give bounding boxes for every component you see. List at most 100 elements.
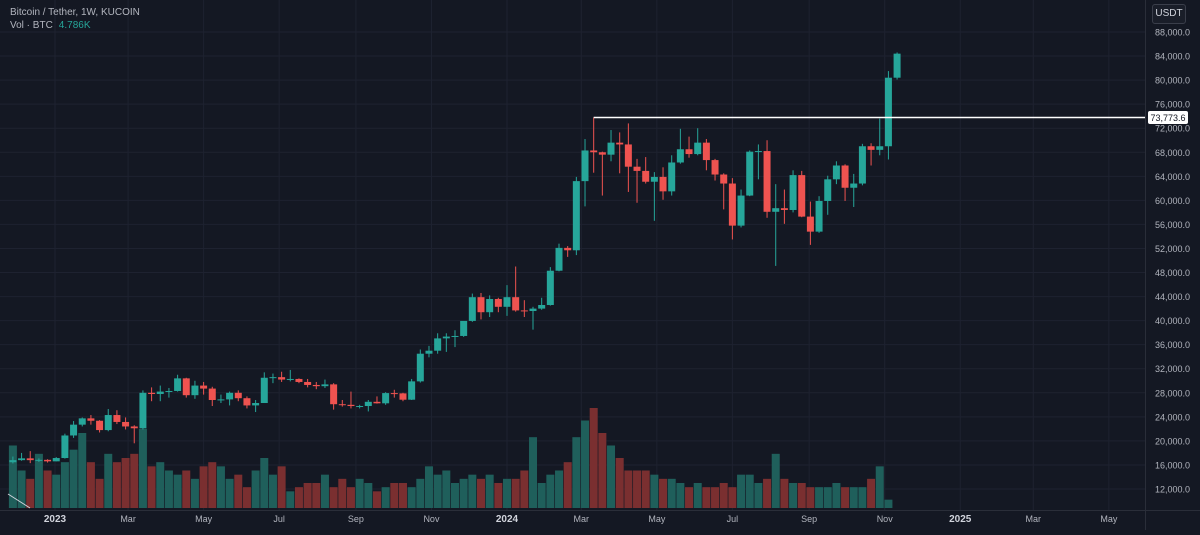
y-tick-label: 28,000.0 <box>1155 388 1190 398</box>
volume-bar <box>138 428 147 508</box>
volume-bar <box>780 478 789 508</box>
volume-bar <box>112 462 121 508</box>
candle-body <box>390 393 398 395</box>
volume-bar <box>329 487 338 508</box>
candle-body <box>399 393 407 400</box>
volume-bar <box>190 478 199 508</box>
volume-bar <box>581 420 590 508</box>
volume-bar <box>858 487 867 508</box>
candle-body <box>35 459 43 461</box>
x-tick-label: Nov <box>877 514 894 524</box>
x-tick-label: Jul <box>727 514 739 524</box>
volume-bar <box>555 470 564 508</box>
candle-body <box>832 165 840 180</box>
volume-bar <box>650 474 659 508</box>
candle-body <box>468 297 476 321</box>
candle-body <box>512 297 520 311</box>
volume-bar <box>95 478 104 508</box>
volume-bar <box>771 453 780 508</box>
y-tick-label: 44,000.0 <box>1155 292 1190 302</box>
volume-bar <box>104 453 113 508</box>
y-tick-label: 68,000.0 <box>1155 148 1190 158</box>
candle-body <box>494 298 502 307</box>
candle-body <box>269 377 277 379</box>
volume-bar <box>216 466 225 508</box>
volume-bar <box>702 487 711 508</box>
currency-unit-button[interactable]: USDT <box>1152 4 1186 24</box>
candle-body <box>347 404 355 407</box>
candle-body <box>104 415 112 431</box>
candle-body <box>668 162 676 192</box>
volume-bar <box>789 483 798 508</box>
volume-bar <box>208 462 217 508</box>
volume-bar <box>8 445 17 508</box>
volume-bar <box>78 433 87 508</box>
chart-legend: Bitcoin / Tether, 1W, KUCOIN Vol · BTC 4… <box>10 6 140 32</box>
candle-body <box>312 384 320 387</box>
candle-body <box>278 377 286 380</box>
candle-body <box>243 398 251 406</box>
candle-body <box>555 247 563 271</box>
volume-bar <box>251 470 260 508</box>
volume-bar <box>815 487 824 508</box>
candle-body <box>598 152 606 155</box>
volume-bar <box>728 487 737 508</box>
y-tick-label: 60,000.0 <box>1155 196 1190 206</box>
volume-bar <box>433 474 442 508</box>
y-tick-label: 72,000.0 <box>1155 124 1190 134</box>
volume-bar <box>130 453 139 508</box>
candle-body <box>165 390 173 392</box>
candle-body <box>130 426 138 429</box>
candle-body <box>624 144 632 167</box>
candle-body <box>382 393 390 404</box>
candle-body <box>789 175 797 210</box>
candle-body <box>78 418 86 425</box>
candle-body <box>217 399 225 401</box>
candle-body <box>451 335 459 337</box>
candle-body <box>815 200 823 232</box>
volume-bar <box>546 474 555 508</box>
y-tick-label: 20,000.0 <box>1155 436 1190 446</box>
volume-label: Vol · BTC <box>10 20 53 31</box>
volume-bar <box>407 487 416 508</box>
volume-bar <box>841 487 850 508</box>
volume-bar <box>685 487 694 508</box>
volume-bar <box>494 483 503 508</box>
candle-body <box>122 421 130 427</box>
candle-body <box>304 381 312 385</box>
x-tick-label: Mar <box>1026 514 1042 524</box>
candle-body <box>503 297 511 307</box>
volume-bar <box>199 466 208 508</box>
candle-body <box>70 424 78 436</box>
y-tick-label: 24,000.0 <box>1155 412 1190 422</box>
volume-bar <box>355 478 364 508</box>
volume-bar <box>485 474 494 508</box>
volume-bar <box>416 478 425 508</box>
candle-body <box>529 308 537 312</box>
candle-body <box>9 460 17 463</box>
candle-body <box>191 385 199 396</box>
volume-bar <box>86 462 95 508</box>
candle-body <box>174 378 182 391</box>
candle-body <box>139 392 147 429</box>
y-tick-label: 80,000.0 <box>1155 76 1190 86</box>
candle-body <box>260 377 268 404</box>
candle-body <box>408 381 416 400</box>
volume-bar <box>607 445 616 508</box>
volume-bar <box>745 474 754 508</box>
candle-body <box>711 160 719 175</box>
volume-bar <box>754 483 763 508</box>
x-tick-label: May <box>195 514 213 524</box>
y-tick-label: 16,000.0 <box>1155 460 1190 470</box>
candle-body <box>234 392 242 399</box>
volume-bar <box>503 478 511 508</box>
candle-body <box>780 208 788 210</box>
candle-body <box>572 181 580 251</box>
x-tick-label: May <box>648 514 666 524</box>
x-tick-label: 2025 <box>949 514 972 525</box>
volume-bar <box>823 487 832 508</box>
candle-body <box>338 404 346 406</box>
volume-bar <box>225 478 234 508</box>
